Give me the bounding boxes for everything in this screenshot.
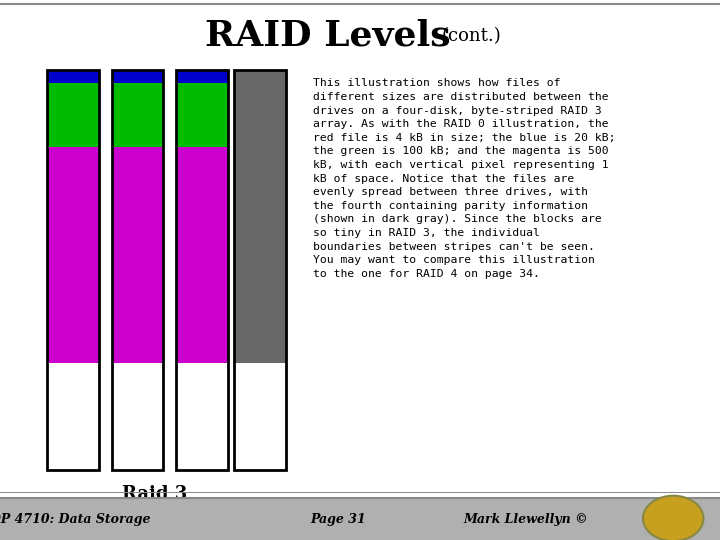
Text: Page 31: Page 31 xyxy=(310,513,366,526)
Bar xyxy=(112,70,163,470)
Bar xyxy=(176,83,228,147)
Circle shape xyxy=(643,496,703,540)
Bar xyxy=(176,147,228,363)
Bar xyxy=(47,70,99,470)
Bar xyxy=(234,363,286,470)
Bar xyxy=(47,147,99,363)
Bar xyxy=(112,83,163,147)
Text: Mark Llewellyn ©: Mark Llewellyn © xyxy=(463,513,588,526)
Bar xyxy=(47,70,99,83)
Bar xyxy=(47,363,99,470)
Bar xyxy=(47,83,99,147)
Text: This illustration shows how files of
different sizes are distributed between the: This illustration shows how files of dif… xyxy=(313,78,616,279)
Bar xyxy=(112,363,163,470)
Bar xyxy=(234,70,286,470)
Bar xyxy=(0,498,720,540)
Bar xyxy=(112,147,163,363)
Bar xyxy=(47,70,99,470)
Bar xyxy=(234,70,286,363)
Bar xyxy=(176,70,228,470)
Text: COP 4710: Data Storage: COP 4710: Data Storage xyxy=(0,513,150,526)
Text: Raid 3: Raid 3 xyxy=(122,485,187,503)
Bar xyxy=(112,70,163,83)
Bar xyxy=(234,70,286,470)
Text: RAID Levels: RAID Levels xyxy=(204,18,451,52)
Text: (cont.): (cont.) xyxy=(442,27,501,45)
Bar xyxy=(176,70,228,83)
Bar xyxy=(112,70,163,470)
Bar xyxy=(176,363,228,470)
Bar xyxy=(176,70,228,470)
